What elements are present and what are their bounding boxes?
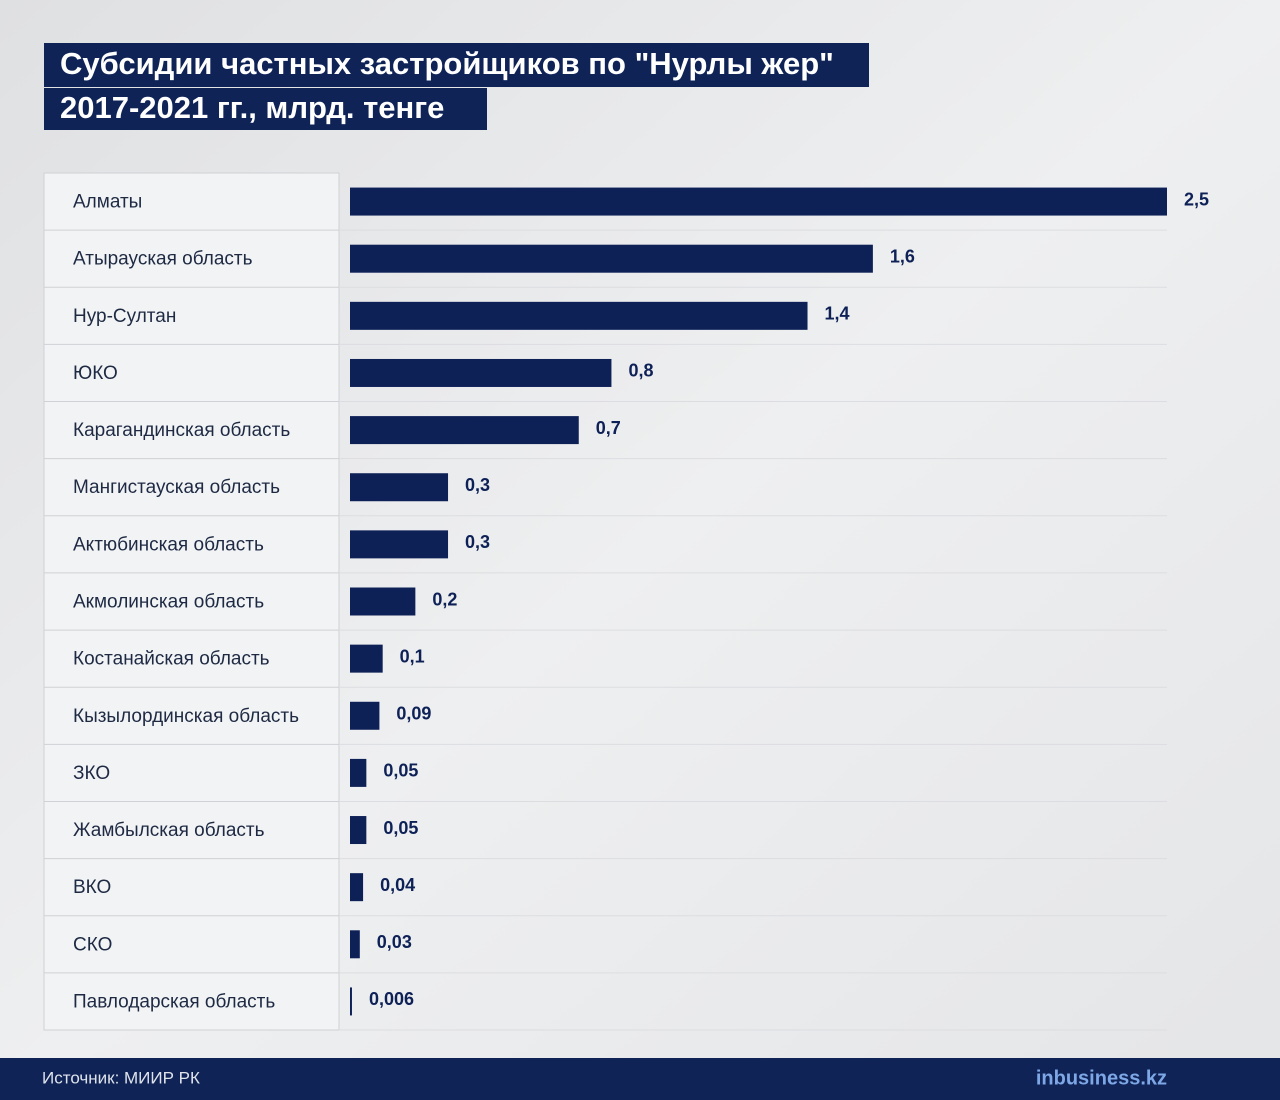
bar: [350, 701, 380, 730]
bar: [350, 930, 360, 959]
value-label: 0,09: [396, 704, 431, 724]
value-label: 0,7: [596, 418, 621, 438]
bar: [350, 187, 1167, 216]
label-column: [43, 172, 340, 1031]
chart-subtitle: 2017-2021 гг., млрд. тенге: [60, 90, 444, 125]
category-label: Актюбинская область: [73, 534, 264, 555]
value-label: 0,3: [465, 475, 490, 495]
value-label: 0,1: [400, 646, 425, 666]
bar: [350, 244, 873, 273]
category-label: ВКО: [73, 877, 111, 898]
category-label: ЗКО: [73, 763, 110, 784]
value-label: 0,03: [377, 932, 412, 952]
bar: [350, 301, 808, 330]
bar: [350, 530, 449, 559]
bar: [350, 816, 367, 845]
bar: [350, 473, 449, 502]
category-label: Кызылординская область: [73, 706, 299, 727]
value-label: 2,5: [1184, 189, 1209, 209]
value-label: 0,05: [383, 761, 418, 781]
category-label: Нур-Султан: [73, 306, 176, 327]
bar: [350, 358, 612, 387]
subtitle-box: [44, 88, 487, 130]
bar: [350, 873, 364, 902]
category-label: СКО: [73, 934, 112, 955]
value-label: 1,4: [825, 304, 850, 324]
category-label: ЮКО: [73, 363, 118, 384]
category-label: Карагандинская область: [73, 420, 290, 441]
value-label: 0,2: [432, 589, 457, 609]
chart-title: Субсидии частных застройщиков по "Нурлы …: [60, 46, 834, 81]
value-label: 0,04: [380, 875, 415, 895]
category-label: Акмолинская область: [73, 592, 264, 613]
footer: [0, 1058, 1280, 1100]
bar: [350, 587, 416, 616]
category-label: Костанайская область: [73, 649, 270, 670]
value-label: 0,3: [465, 532, 490, 552]
category-label: Павлодарская область: [73, 991, 275, 1012]
bar: [350, 758, 367, 787]
value-label: 0,006: [369, 989, 414, 1009]
bar: [350, 416, 579, 445]
value-label: 0,05: [383, 818, 418, 838]
category-label: Жамбылская область: [73, 820, 265, 841]
source: Источник: МИИР РК: [42, 1068, 200, 1087]
title-box: [44, 43, 869, 87]
bar: [350, 987, 352, 1016]
category-label: Атырауская область: [73, 249, 253, 270]
logo: inbusiness.kz: [1036, 1067, 1167, 1089]
category-label: Алматы: [73, 192, 142, 213]
category-label: Мангистауская область: [73, 477, 280, 498]
value-label: 1,6: [890, 246, 915, 266]
bar: [350, 644, 383, 673]
value-label: 0,8: [628, 361, 653, 381]
